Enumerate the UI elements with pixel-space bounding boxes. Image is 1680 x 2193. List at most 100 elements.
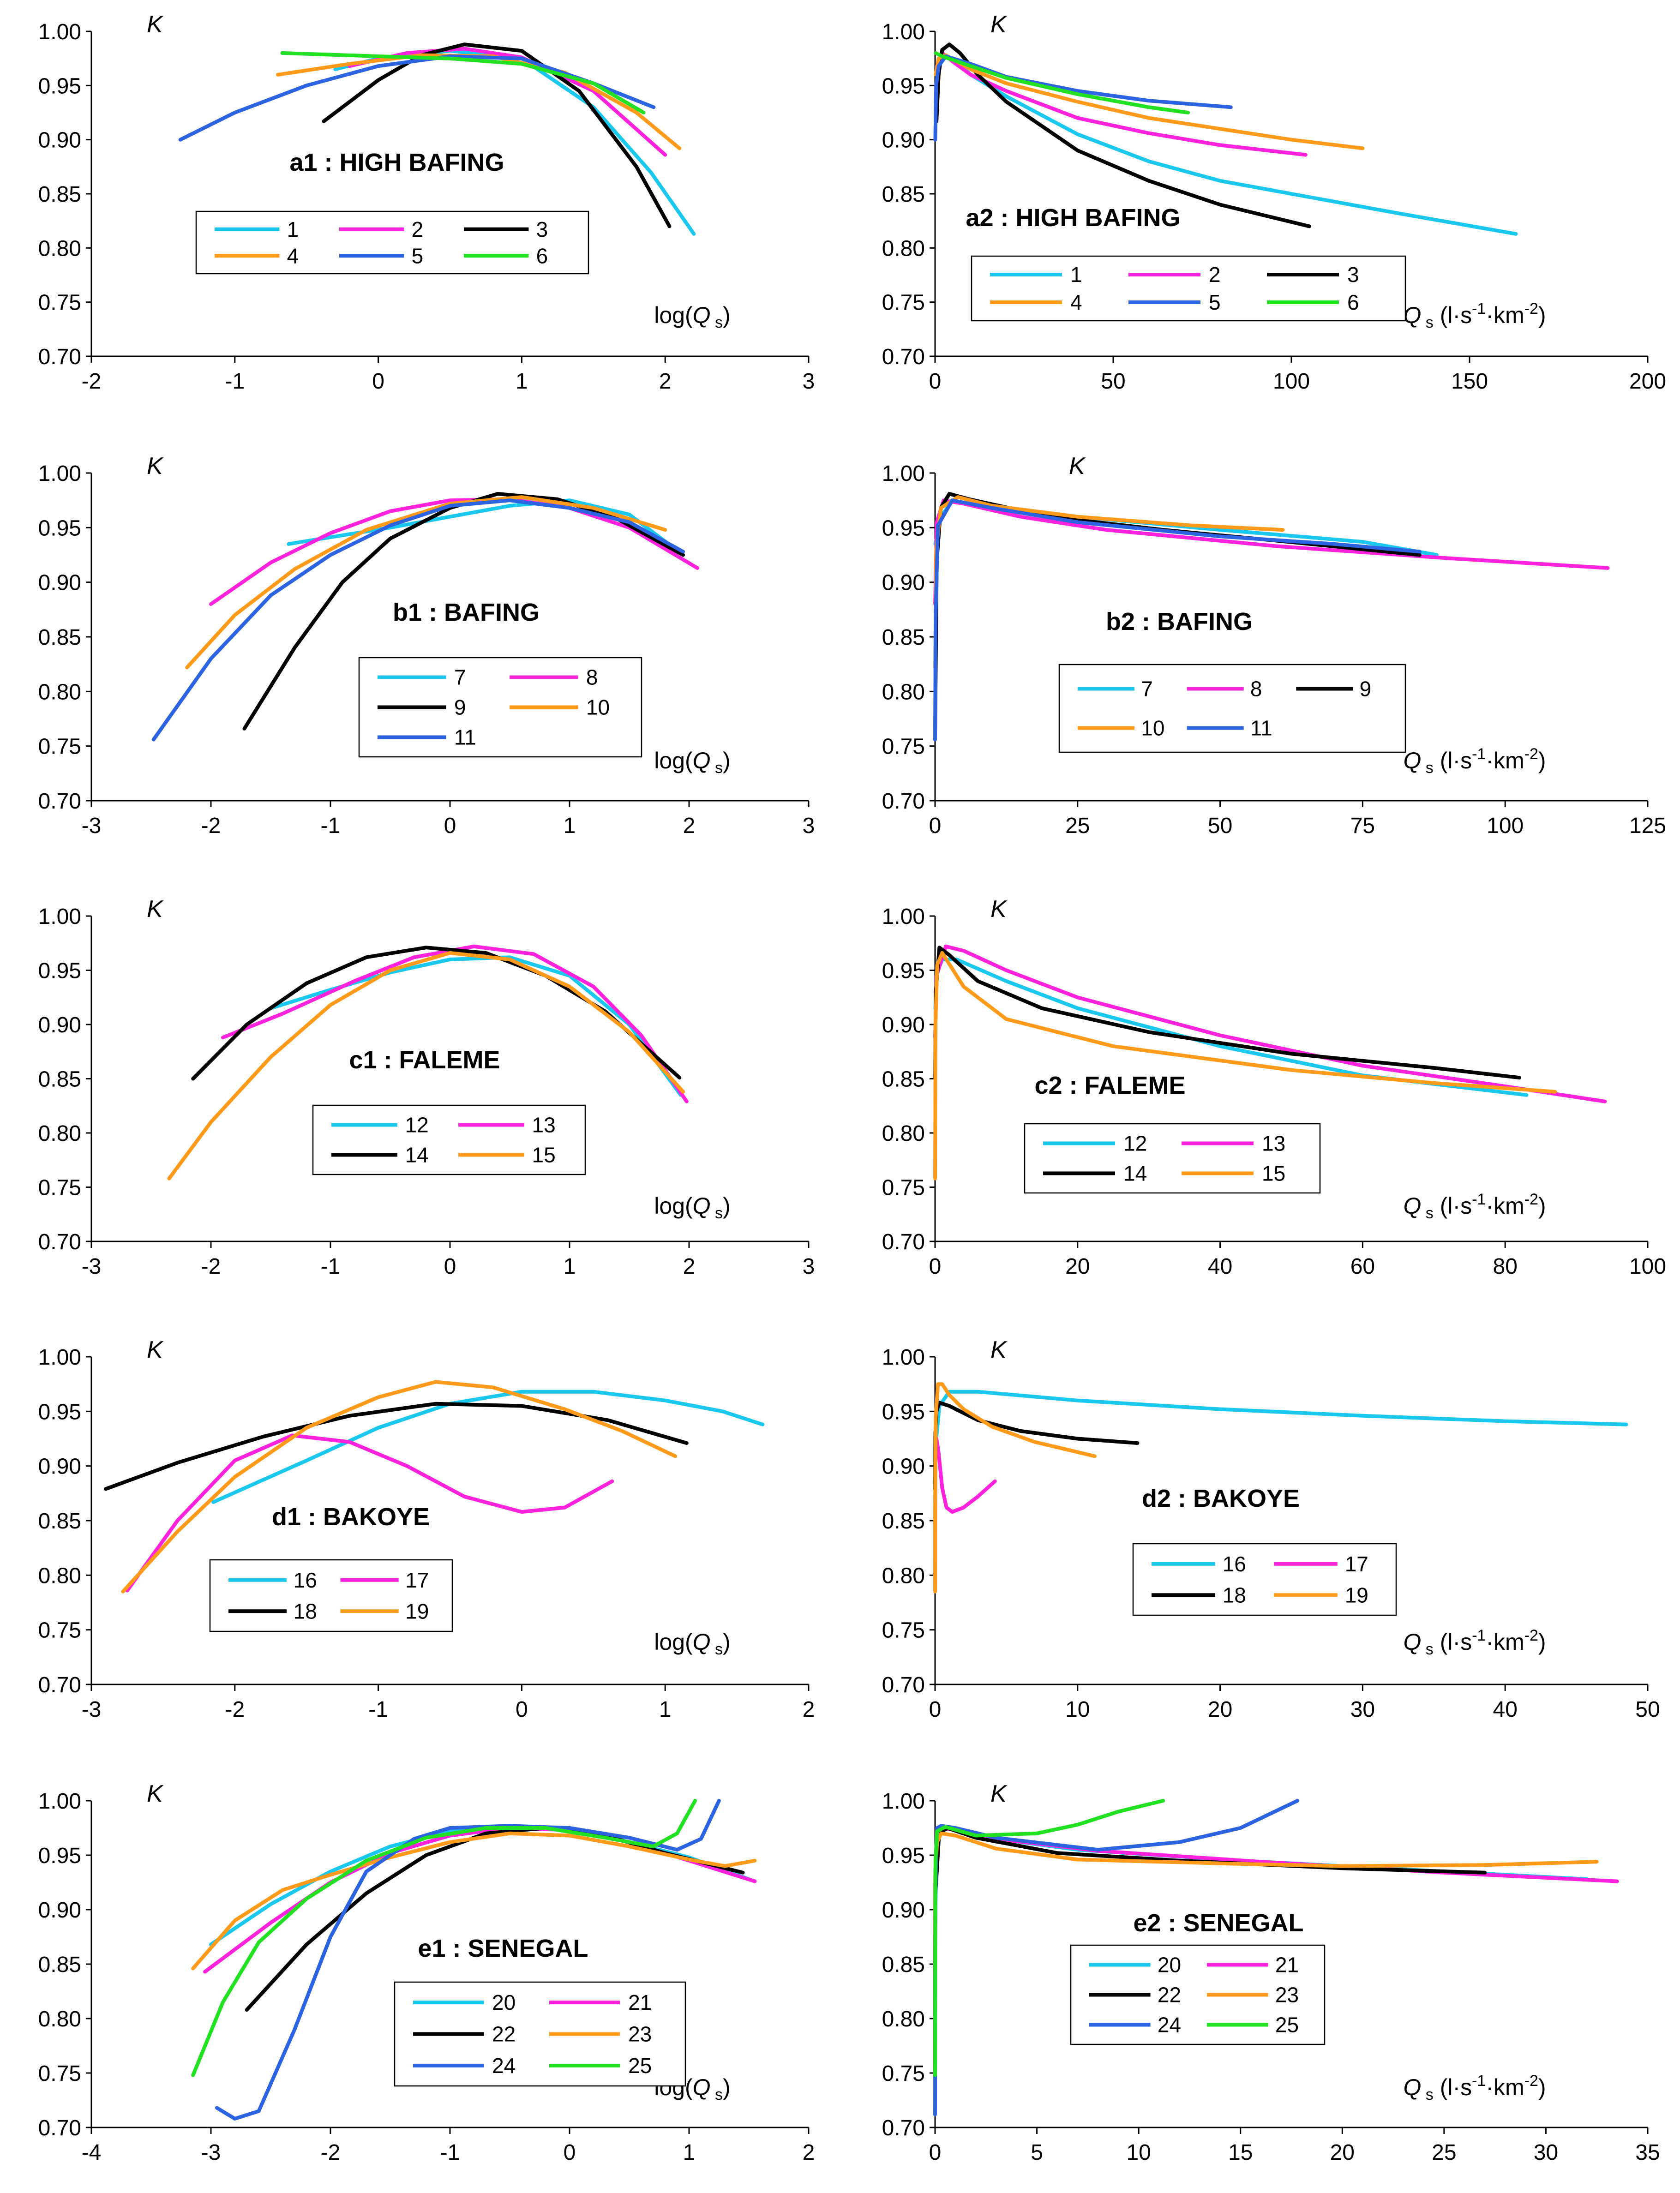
y-axis-label: K	[147, 453, 164, 479]
legend-box	[209, 1559, 453, 1632]
legend-label-7: 7	[454, 665, 466, 689]
y-axis-label: K	[1069, 453, 1086, 479]
legend-label-5: 5	[412, 244, 424, 268]
x-tick-label: 15	[1228, 2140, 1253, 2165]
x-tick-label: 2	[683, 1254, 696, 1279]
y-tick-label: 0.90	[38, 1013, 81, 1037]
y-tick-label: 0.85	[882, 1067, 925, 1092]
y-tick-label: 0.90	[882, 1455, 925, 1479]
series-line-3	[322, 42, 672, 228]
chart-c2: 0.70 0.75 0.80 0.85 0.90 0.95 1.00 0 20 40 60 80 100…	[882, 896, 1666, 1279]
x-tick-label: 0	[929, 1697, 942, 1722]
legend: 1 2 3 4 5 6	[195, 210, 589, 275]
y-tick-label: 0.75	[882, 2061, 925, 2086]
legend-label-24: 24	[1158, 2013, 1181, 2037]
x-tick-label: 100	[1629, 1254, 1666, 1279]
series-line-15	[933, 951, 1557, 1180]
x-tick-label: 35	[1635, 2140, 1660, 2165]
legend-label-3: 3	[1347, 263, 1359, 287]
series-line-8	[209, 497, 700, 606]
legend-label-9: 9	[454, 695, 466, 719]
x-tick-label: 20	[1065, 1254, 1090, 1279]
y-axis-label: K	[990, 896, 1008, 923]
y-tick-label: 0.95	[882, 1844, 925, 1868]
y-tick-label: 0.85	[38, 1509, 81, 1534]
x-tick-label: 0	[929, 369, 942, 394]
x-tick-label: 125	[1629, 814, 1666, 838]
x-axis-label: log(Q s)	[654, 1629, 730, 1658]
x-tick-label: 3	[803, 814, 815, 838]
x-tick-label: 2	[659, 369, 672, 394]
x-tick-label: -2	[225, 1697, 245, 1722]
legend-label-10: 10	[1141, 716, 1164, 740]
x-axis-label: Q s (l·s-1·km-2)	[1403, 2072, 1546, 2103]
series-line-22	[245, 1826, 745, 2012]
y-axis-label: K	[990, 1780, 1008, 1807]
legend-label-1: 1	[287, 217, 299, 241]
x-tick-label: 25	[1065, 814, 1090, 838]
y-tick-label: 0.95	[882, 959, 925, 983]
chart-title: b1 : BAFING	[393, 599, 540, 626]
legend: 7 8 9 10 11	[1058, 664, 1406, 753]
x-tick-label: -2	[201, 814, 221, 838]
legend-label-23: 23	[628, 2022, 652, 2046]
series-line-5	[933, 54, 1233, 142]
x-tick-label: -1	[368, 1697, 388, 1722]
y-tick-label: 1.00	[38, 1345, 81, 1370]
x-tick-label: 2	[683, 814, 696, 838]
x-tick-label: 10	[1126, 2140, 1151, 2165]
series-line-19	[933, 1382, 1097, 1594]
series-line-23	[191, 1831, 757, 1971]
legend: 16 17 18 19	[209, 1559, 453, 1632]
legend-label-12: 12	[1123, 1132, 1147, 1156]
x-tick-label: -3	[201, 2140, 221, 2165]
legend-label-6: 6	[1347, 290, 1359, 314]
legend-label-16: 16	[1223, 1552, 1246, 1576]
y-tick-label: 0.80	[882, 2007, 925, 2031]
y-tick-label: 1.00	[882, 1789, 925, 1814]
y-tick-label: 0.70	[38, 1230, 81, 1254]
y-tick-label: 0.70	[38, 789, 81, 814]
legend: 20 21 22 23 24 25	[1070, 1944, 1326, 2045]
legend-label-17: 17	[405, 1568, 429, 1592]
series-line-13	[933, 944, 1607, 1103]
chart-d2: 0.70 0.75 0.80 0.85 0.90 0.95 1.00 0 10 20 30 40 50 K…	[882, 1336, 1660, 1722]
x-tick-label: 50	[1101, 369, 1125, 394]
legend-label-4: 4	[1070, 290, 1082, 314]
series-line-11	[151, 498, 685, 742]
y-tick-label: 0.90	[38, 571, 81, 595]
x-tick-label: -4	[82, 2140, 102, 2165]
y-axis-label: K	[147, 1336, 164, 1363]
x-tick-label: 3	[803, 369, 815, 394]
x-tick-label: -1	[321, 1254, 341, 1279]
x-tick-label: 1	[564, 1254, 576, 1279]
x-tick-label: 30	[1534, 2140, 1558, 2165]
chart-title: d1 : BAKOYE	[272, 1503, 430, 1531]
chart-title: e2 : SENEGAL	[1133, 1909, 1303, 1937]
y-tick-label: 1.00	[38, 461, 81, 486]
legend: 16 17 18 19	[1132, 1543, 1397, 1616]
x-tick-label: 50	[1635, 1697, 1660, 1722]
y-tick-label: 0.75	[38, 1618, 81, 1643]
legend-box	[1058, 664, 1406, 753]
y-tick-label: 0.75	[882, 291, 925, 315]
legend-label-18: 18	[294, 1599, 317, 1623]
series-line-18	[933, 1401, 1140, 1491]
series-line-10	[185, 495, 667, 670]
series-line-17	[125, 1433, 614, 1593]
chart-d1: 0.70 0.75 0.80 0.85 0.90 0.95 1.00 -3 -2 -1 0 1 2 Klo…	[38, 1336, 815, 1722]
y-axis-label: K	[147, 1780, 164, 1807]
legend-label-6: 6	[536, 244, 548, 268]
y-tick-label: 0.95	[38, 516, 81, 540]
x-tick-label: -3	[82, 1697, 102, 1722]
y-tick-label: 0.75	[38, 1176, 81, 1200]
legend-label-12: 12	[405, 1113, 429, 1137]
series-line-11	[933, 498, 1422, 742]
x-tick-label: 150	[1451, 369, 1488, 394]
series-line-6	[280, 51, 646, 114]
y-tick-label: 0.80	[882, 1564, 925, 1588]
y-tick-label: 0.80	[882, 1121, 925, 1146]
legend-label-21: 21	[1275, 1953, 1299, 1977]
x-tick-label: -1	[321, 814, 341, 838]
chart-a2: 0.70 0.75 0.80 0.85 0.90 0.95 1.00 0 50 100 150 200…	[882, 11, 1666, 394]
